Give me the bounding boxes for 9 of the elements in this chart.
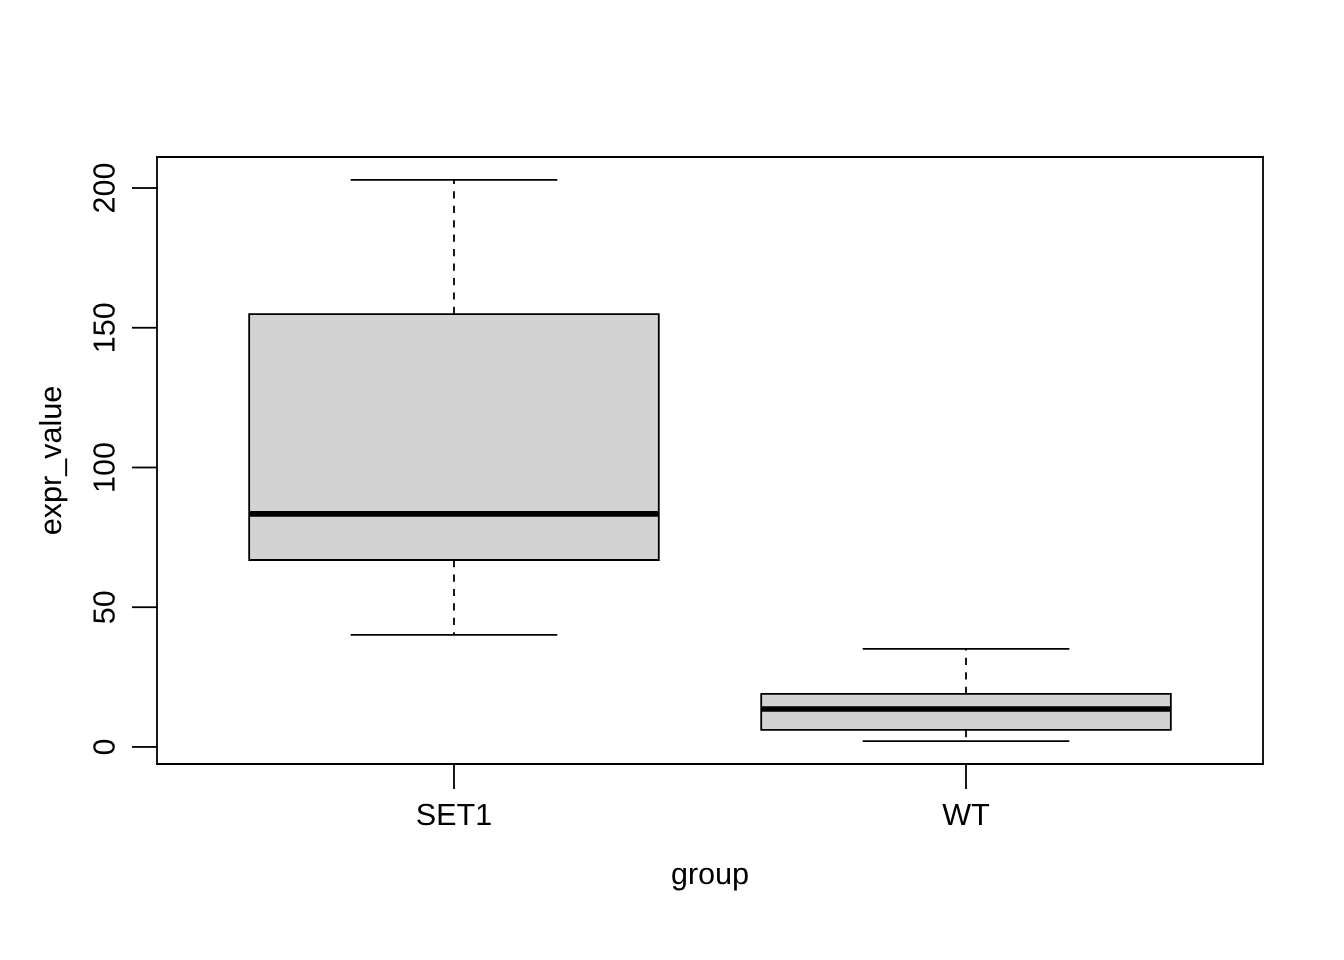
y-tick-label: 50 <box>93 591 115 623</box>
y-axis-title: expr_value <box>38 387 68 534</box>
y-tick-label: 150 <box>93 303 115 351</box>
x-tick-label: WT <box>942 804 990 826</box>
y-tick-label: 0 <box>93 739 115 755</box>
y-tick-label: 100 <box>93 443 115 491</box>
x-axis-title: group <box>672 867 748 891</box>
x-tick-label: SET1 <box>417 803 491 826</box>
y-tick-label: 200 <box>93 163 115 212</box>
